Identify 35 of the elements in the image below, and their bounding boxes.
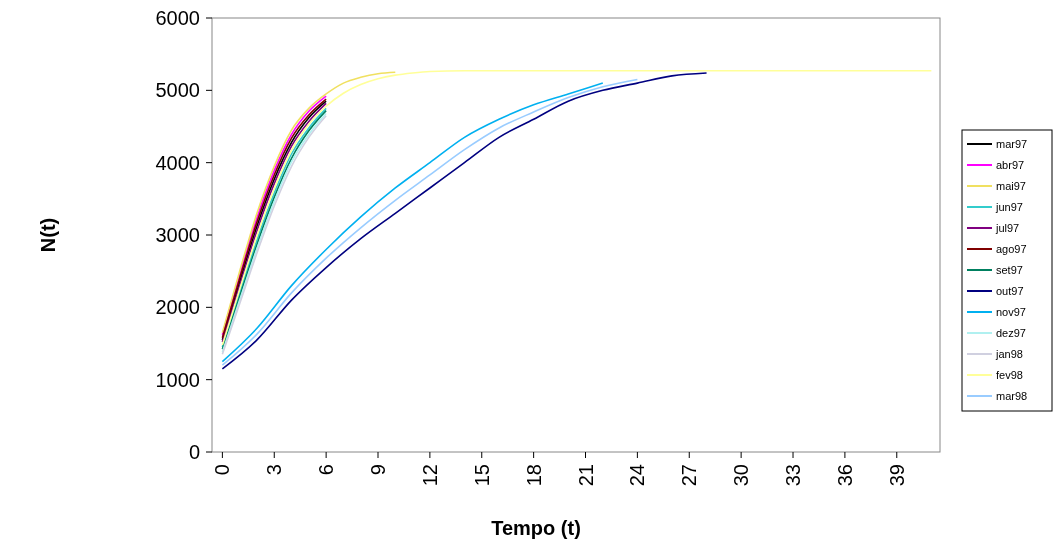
x-axis-title: Tempo (t): [491, 517, 581, 539]
legend-label: ago97: [996, 242, 1027, 255]
legend-label: jul97: [995, 221, 1020, 234]
x-tick-label: 18: [522, 464, 545, 487]
x-tick-label: 24: [626, 464, 649, 487]
y-axis-title: N(t): [37, 217, 59, 253]
x-tick-label: 36: [833, 464, 856, 487]
legend-label: jun97: [995, 200, 1023, 213]
x-tick-label: 39: [885, 464, 908, 487]
y-tick-label: 2000: [155, 296, 200, 319]
x-tick-label: 3: [263, 464, 286, 476]
y-tick-label: 1000: [155, 368, 200, 391]
x-tick-label: 21: [574, 464, 597, 487]
x-tick-label: 6: [315, 464, 338, 476]
legend-label: out97: [996, 284, 1024, 297]
x-tick-label: 30: [730, 464, 753, 487]
x-tick-label: 27: [678, 464, 701, 487]
legend-label: jan98: [995, 347, 1023, 360]
legend-label: mar98: [996, 389, 1028, 402]
legend-label: mai97: [996, 179, 1026, 192]
legend-label: abr97: [996, 158, 1025, 171]
y-tick-label: 4000: [155, 151, 200, 174]
x-tick-label: 9: [367, 464, 389, 476]
x-tick-label: 12: [418, 464, 441, 487]
legend-label: dez97: [996, 326, 1026, 339]
y-tick-label: 6000: [155, 7, 200, 29]
x-tick-label: 0: [211, 464, 234, 476]
legend-label: mar97: [996, 137, 1028, 150]
x-tick-label: 33: [782, 464, 805, 487]
y-tick-label: 3000: [155, 224, 200, 246]
x-tick-label: 15: [470, 464, 493, 487]
legend-label: set97: [996, 263, 1023, 276]
y-tick-label: 5000: [155, 79, 200, 102]
legend-label: fev98: [996, 368, 1023, 381]
legend-label: nov97: [996, 305, 1026, 318]
